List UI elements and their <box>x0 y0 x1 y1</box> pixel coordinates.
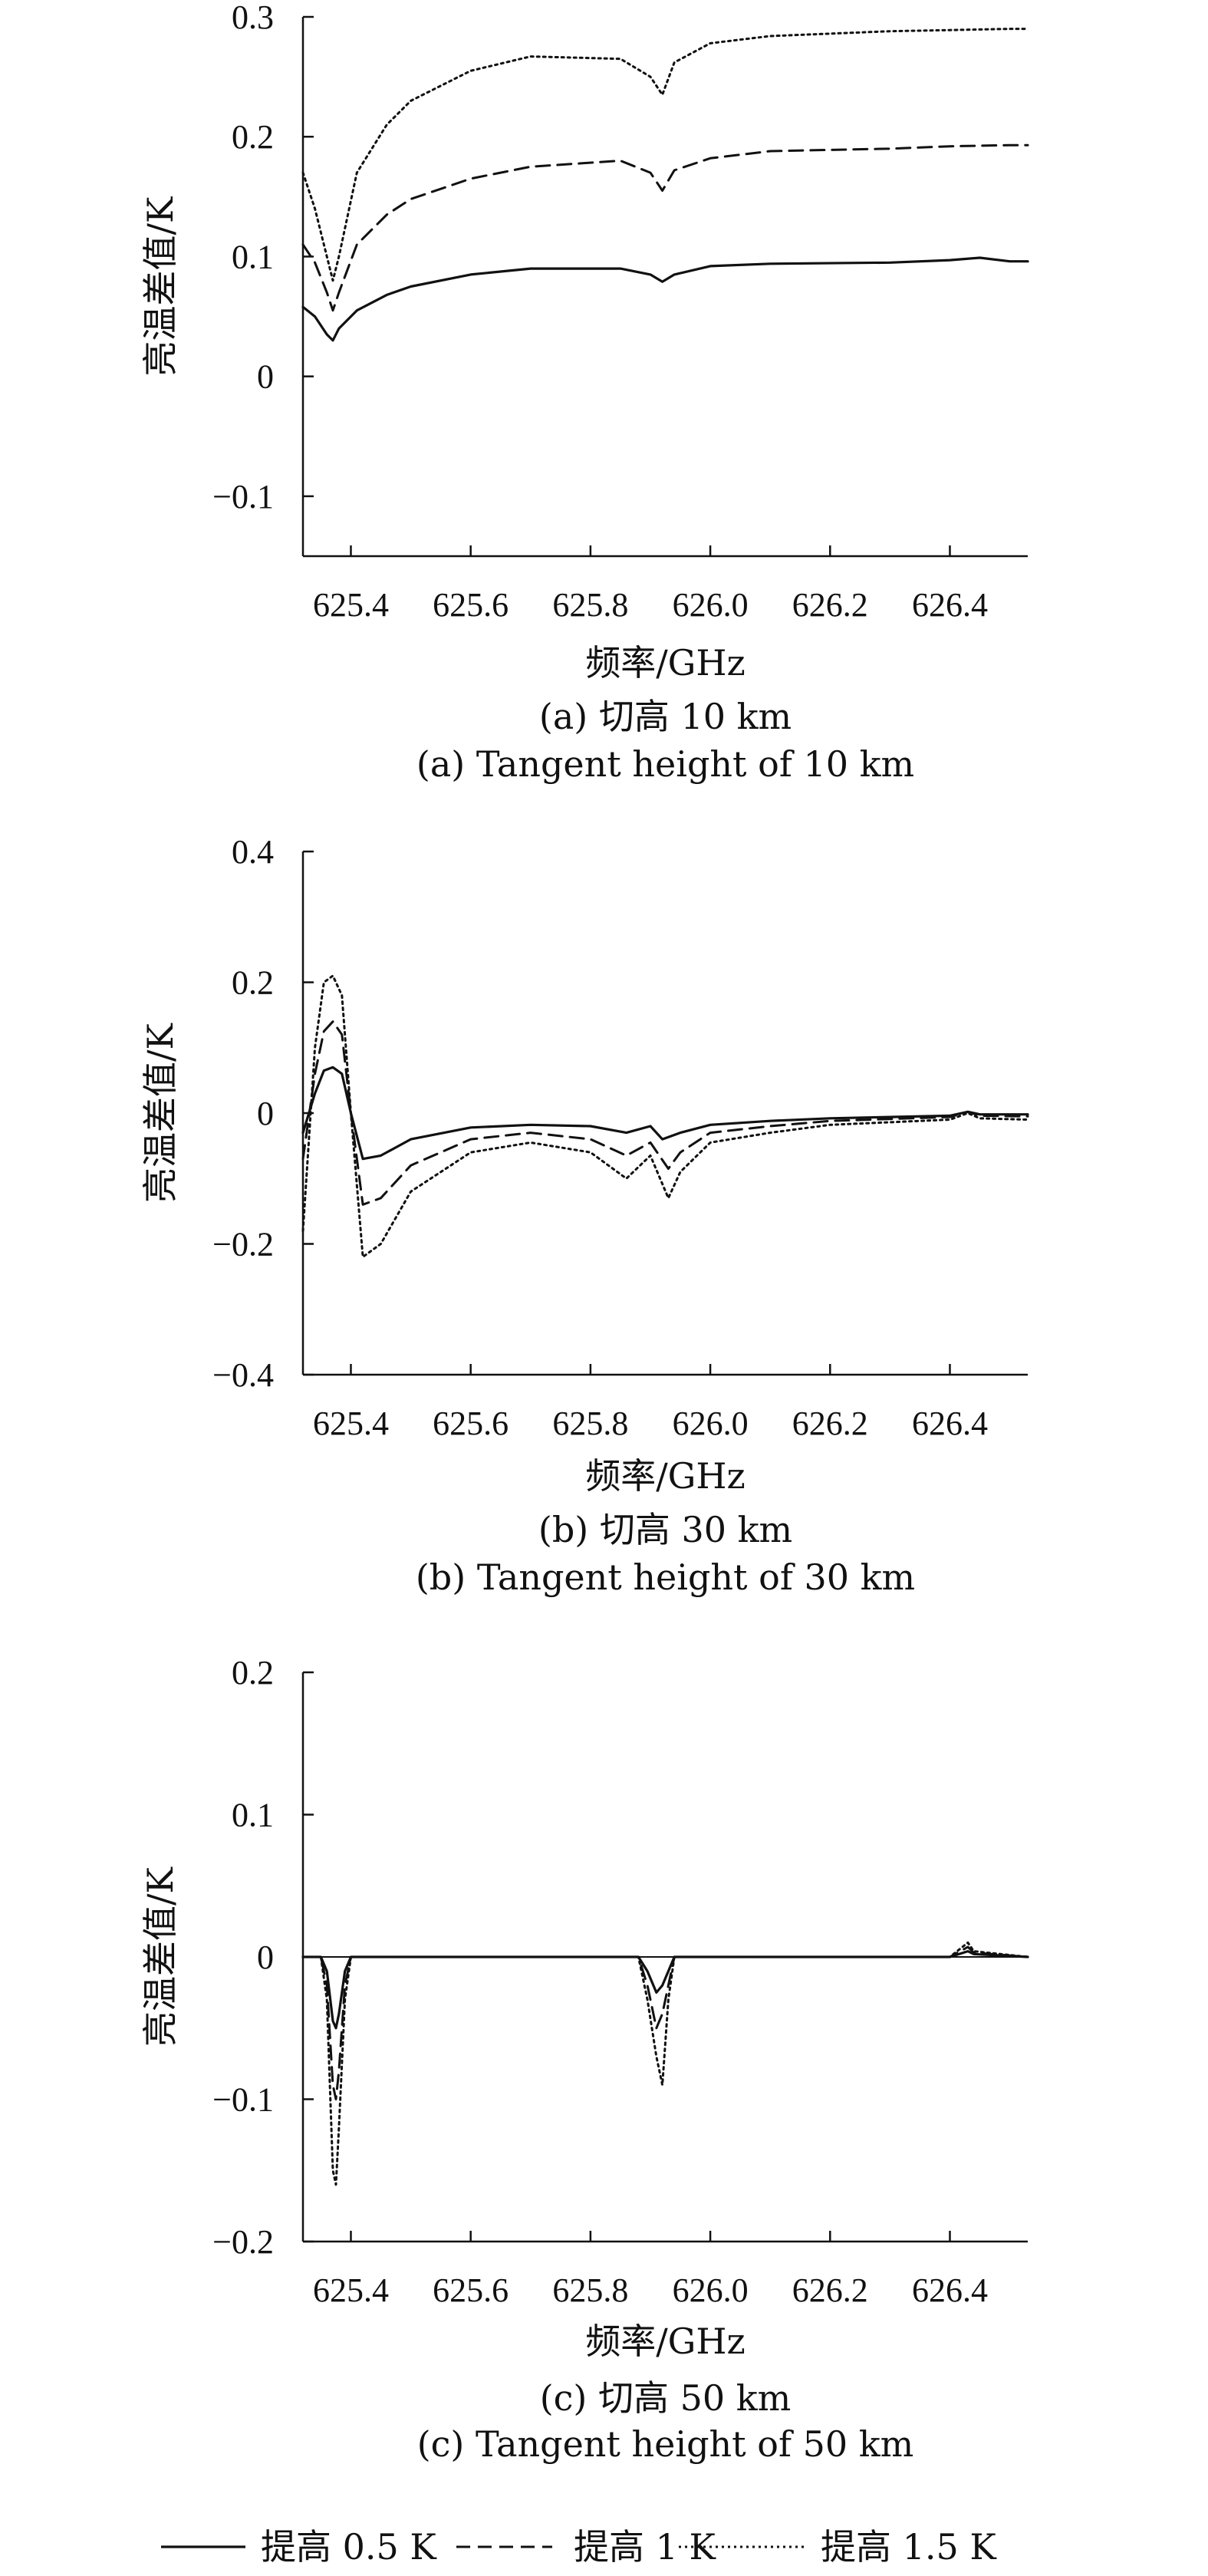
x-tick-label: 626.2 <box>792 2271 868 2309</box>
caption-cn: (a) 切高 10 km <box>539 696 792 737</box>
x-tick-label: 626.0 <box>673 2271 749 2309</box>
legend-label: 提高 1 K <box>574 2526 717 2568</box>
x-tick-label: 625.4 <box>313 586 389 624</box>
x-tick-label: 625.4 <box>313 2271 389 2309</box>
chart-panel-3: 0.2 0.1 0 −0.1 −0.2 625.4 625.6 625.8 626.0 626.2… <box>140 1654 1029 2465</box>
x-tick-label: 626.4 <box>912 2271 988 2309</box>
y-tick-label: −0.2 <box>212 1226 274 1263</box>
x-tick-label: 626.4 <box>912 586 988 624</box>
x-axis-label: 频率/GHz <box>585 642 746 684</box>
x-tick-label: 625.6 <box>433 1405 509 1442</box>
y-tick-label: 0 <box>257 358 274 396</box>
x-tick-label: 625.8 <box>552 2271 628 2309</box>
caption-cn: (c) 切高 50 km <box>540 2377 792 2419</box>
y-tick-label: 0.4 <box>232 833 274 871</box>
series-line-dotted <box>301 28 1029 282</box>
x-tick-label: 626.2 <box>792 586 868 624</box>
x-tick-label: 625.4 <box>313 1405 389 1442</box>
y-tick-label: 0.2 <box>232 964 274 1002</box>
series-line-solid <box>301 1950 1029 2030</box>
x-tick-label: 625.6 <box>433 2271 509 2309</box>
y-tick-label: 0 <box>257 1095 274 1132</box>
y-tick-label: 0.1 <box>232 1797 274 1834</box>
x-tick-label: 625.8 <box>552 586 628 624</box>
x-tick-label: 626.2 <box>792 1405 868 1442</box>
y-tick-label: 0.2 <box>232 1654 274 1692</box>
series-line-solid <box>301 256 1029 342</box>
y-tick-label: 0.1 <box>232 238 274 275</box>
y-tick-label: −0.4 <box>212 1356 274 1394</box>
caption-en: (c) Tangent height of 50 km <box>417 2423 914 2465</box>
caption-en: (a) Tangent height of 10 km <box>416 743 914 785</box>
y-tick-label: −0.1 <box>212 478 274 516</box>
caption-en: (b) Tangent height of 30 km <box>416 1556 915 1598</box>
x-axis-label: 频率/GHz <box>585 1455 746 1497</box>
x-tick-label: 626.0 <box>673 1405 749 1442</box>
y-tick-label: −0.1 <box>212 2081 274 2119</box>
series-line-solid <box>301 1066 1029 1161</box>
y-tick-label: 0.2 <box>232 118 274 156</box>
chart-panel-2: 0.4 0.2 0 −0.2 −0.4 625.4 625.6 625.8 626.0 626.2… <box>140 833 1029 1598</box>
caption-cn: (b) 切高 30 km <box>538 1509 792 1550</box>
series-line-dashed <box>301 143 1029 312</box>
legend-label: 提高 1.5 K <box>821 2526 997 2568</box>
x-axis-label: 频率/GHz <box>585 2321 746 2362</box>
legend-label: 提高 0.5 K <box>261 2526 437 2568</box>
chart-panel-1: 0.3 0.2 0.1 0 −0.1 625.4 625.6 625.8 626.0 626.2 6… <box>140 0 1029 785</box>
x-tick-label: 625.6 <box>433 586 509 624</box>
y-axis-label: 亮温差值/K <box>140 196 181 376</box>
y-tick-label: 0.3 <box>232 0 274 36</box>
legend: 提高 0.5 K 提高 1 K 提高 1.5 K <box>161 2526 997 2568</box>
x-tick-label: 625.8 <box>552 1405 628 1442</box>
y-axis-label: 亮温差值/K <box>140 1866 181 2046</box>
series-line-dashed <box>301 1020 1029 1206</box>
series-line-dotted <box>301 1941 1029 2186</box>
series-line-dashed <box>301 1945 1029 2100</box>
series-line-dotted <box>301 974 1029 1258</box>
y-tick-label: −0.2 <box>212 2223 274 2261</box>
x-tick-label: 626.4 <box>912 1405 988 1442</box>
x-tick-label: 626.0 <box>673 586 749 624</box>
y-axis-label: 亮温差值/K <box>140 1022 181 1202</box>
y-tick-label: 0 <box>257 1939 274 1976</box>
